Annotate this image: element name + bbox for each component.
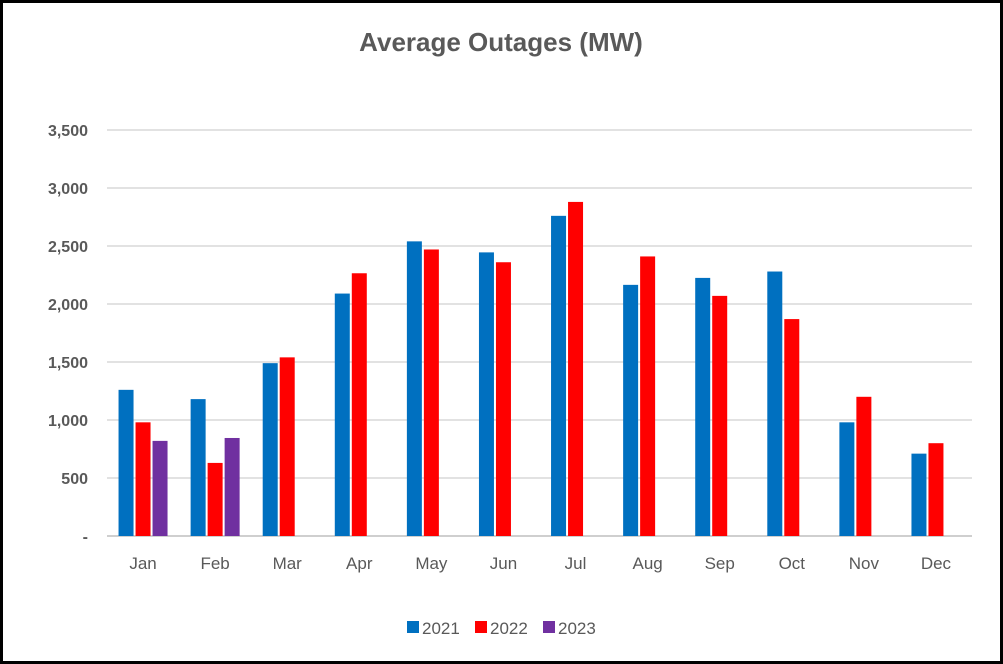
- y-tick-label: 500: [61, 471, 88, 488]
- bar-2021-dec: [911, 453, 927, 536]
- bar-2022-mar: [279, 357, 295, 536]
- x-tick-label: Feb: [200, 554, 229, 573]
- x-tick-label: Dec: [921, 554, 952, 573]
- bar-2022-aug: [640, 256, 656, 536]
- gridlines: [107, 129, 972, 537]
- y-tick-label: 2,500: [48, 239, 88, 256]
- bar-2022-jun: [495, 262, 511, 536]
- x-tick-label: Jan: [129, 554, 156, 573]
- bars: [118, 201, 944, 537]
- bar-2022-nov: [856, 396, 872, 536]
- y-tick-label: 3,500: [48, 123, 88, 140]
- bar-2021-oct: [767, 271, 783, 536]
- legend-label: 2021: [422, 619, 460, 638]
- x-tick-label: Sep: [705, 554, 735, 573]
- bar-2022-dec: [928, 443, 944, 536]
- x-axis: Jan Feb Mar Apr May Jun Jul Aug Sep Oct Nov Dec: [129, 554, 951, 573]
- bar-2021-sep: [695, 277, 711, 536]
- bar-2022-sep: [712, 295, 728, 536]
- y-axis: - 500 1,000 1,500 2,000 2,500 3,000 3,500: [48, 123, 88, 546]
- bar-2021-aug: [623, 284, 639, 536]
- legend-swatch-2021: [407, 621, 419, 633]
- bar-2022-oct: [784, 319, 800, 536]
- bar-2021-mar: [262, 363, 278, 536]
- x-tick-label: Jul: [565, 554, 587, 573]
- y-tick-label: 2,000: [48, 297, 88, 314]
- bar-2022-jan: [135, 422, 151, 536]
- bar-2021-jan: [118, 389, 134, 536]
- y-tick-label: -: [83, 529, 88, 546]
- y-tick-label: 3,000: [48, 181, 88, 198]
- legend-label: 2023: [558, 619, 596, 638]
- legend: 2021 2022 2023: [407, 619, 596, 638]
- chart-title: Average Outages (MW): [359, 27, 643, 57]
- bar-2021-jun: [478, 252, 494, 536]
- bar-2023-jan: [152, 440, 168, 536]
- bar-2022-jul: [568, 201, 584, 537]
- bar-2021-may: [406, 241, 422, 537]
- bar-2022-may: [423, 249, 439, 537]
- bar-2021-apr: [334, 293, 350, 536]
- bar-2021-feb: [190, 399, 206, 536]
- bar-2021-nov: [839, 422, 855, 536]
- x-tick-label: Oct: [779, 554, 806, 573]
- x-tick-label: Nov: [849, 554, 880, 573]
- x-tick-label: Aug: [633, 554, 663, 573]
- bar-2021-jul: [551, 215, 567, 536]
- y-tick-label: 1,500: [48, 355, 88, 372]
- legend-label: 2022: [490, 619, 528, 638]
- x-tick-label: May: [415, 554, 448, 573]
- legend-swatch-2023: [543, 621, 555, 633]
- bar-2023-feb: [224, 437, 240, 536]
- bar-2022-apr: [351, 273, 367, 536]
- legend-swatch-2022: [475, 621, 487, 633]
- x-tick-label: Apr: [346, 554, 373, 573]
- x-tick-label: Mar: [273, 554, 303, 573]
- bar-2022-feb: [207, 462, 223, 536]
- y-tick-label: 1,000: [48, 413, 88, 430]
- x-tick-label: Jun: [490, 554, 517, 573]
